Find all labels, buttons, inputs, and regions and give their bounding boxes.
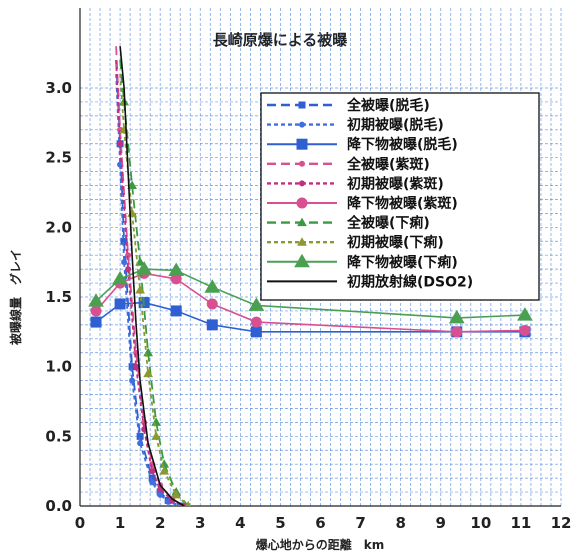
x-tick-label: 12 [551, 514, 572, 532]
legend-entry: 初期被曝(紫斑) [267, 175, 444, 192]
x-tick-label: 4 [235, 514, 245, 532]
data-point [114, 298, 126, 310]
series-8 [88, 261, 533, 324]
data-point [133, 363, 140, 370]
data-point [451, 326, 463, 338]
y-axis-label: 被曝線量 グレイ [8, 249, 23, 345]
legend-entry: 初期放射線(DSO2) [267, 273, 473, 290]
legend-marker [296, 197, 308, 209]
data-point [121, 259, 128, 266]
axes [79, 8, 561, 507]
y-tick-label: 2.0 [45, 218, 72, 236]
series-9 [119, 46, 185, 506]
legend-entry: 初期被曝(脱毛) [267, 117, 444, 134]
series-line [119, 46, 185, 506]
legend-entry: 降下物被曝(下痢) [267, 254, 458, 271]
legend-entry: 全被曝(紫斑) [267, 156, 430, 173]
legend-marker [297, 237, 307, 246]
legend-marker [299, 160, 305, 167]
x-tick-label: 8 [395, 514, 405, 532]
data-point [448, 309, 465, 324]
legend-marker [299, 180, 305, 187]
data-point [206, 298, 218, 310]
data-point [137, 440, 144, 447]
y-tick-label: 3.0 [45, 79, 72, 97]
legend-label: 全被曝(紫斑) [346, 156, 430, 173]
data-point [250, 316, 262, 328]
data-point [157, 491, 164, 498]
y-tick-labels: 0.0 0.5 1.0 1.5 2.0 2.5 3.0 [45, 79, 72, 515]
series-line [119, 60, 189, 506]
x-tick-label: 5 [275, 514, 285, 532]
data-point [143, 368, 154, 378]
y-tick-label: 1.5 [45, 288, 72, 306]
x-tick-labels: 0 1 2 3 4 5 6 7 8 9 10 11 12 [75, 514, 572, 532]
data-point [151, 431, 162, 440]
legend-entry: 全被曝(脱毛) [267, 97, 430, 114]
series-line [115, 60, 185, 506]
y-tick-label: 1.0 [45, 358, 72, 376]
x-tick-label: 10 [470, 514, 491, 532]
series-lines [88, 46, 533, 506]
data-point [185, 500, 192, 506]
y-tick-label: 2.5 [45, 149, 72, 167]
legend-entry: 初期被曝(下痢) [267, 234, 444, 251]
x-tick-label: 9 [436, 514, 446, 532]
data-point [136, 261, 153, 275]
y-tick-label: 0.5 [45, 427, 72, 445]
data-point [90, 305, 102, 317]
x-tick-label: 11 [510, 514, 531, 532]
legend-marker [296, 138, 308, 150]
data-point [170, 305, 182, 317]
data-point [88, 293, 104, 307]
x-tick-label: 1 [115, 514, 125, 532]
legend-label: 初期被曝(紫斑) [347, 175, 444, 192]
legend-marker [299, 121, 305, 128]
legend-marker [297, 217, 307, 227]
data-point [135, 285, 145, 294]
data-point [248, 297, 265, 311]
chart-title: 長崎原爆による被曝 [213, 31, 348, 49]
data-point [168, 262, 185, 277]
legend-entry: 降下物被曝(脱毛) [267, 136, 458, 153]
legend-marker [294, 253, 310, 268]
data-point [149, 468, 156, 475]
data-point [125, 266, 132, 273]
data-point [206, 319, 218, 331]
legend-marker [298, 101, 306, 109]
legend-label: 初期被曝(脱毛) [347, 117, 444, 134]
x-tick-label: 6 [315, 514, 325, 532]
legend-label: 降下物被曝(下痢) [347, 254, 458, 271]
legend-label: 全被曝(下痢) [346, 215, 430, 232]
legend-entry: 降下物被曝(紫斑) [267, 195, 458, 212]
legend-label: 初期放射線(DSO2) [347, 273, 473, 290]
data-point [90, 316, 102, 328]
data-point [112, 270, 128, 285]
data-point [171, 489, 182, 499]
data-point [519, 324, 531, 336]
series-line [115, 60, 181, 506]
legend: 全被曝(脱毛) 初期被曝(脱毛) 降下物被曝(脱毛) 全被曝(紫斑) 初期被曝(紫斑) 降… [260, 92, 540, 301]
data-point [517, 307, 533, 321]
legend-entry: 全被曝(下痢) [267, 215, 430, 232]
x-tick-label: 2 [155, 514, 165, 532]
data-point [117, 140, 124, 147]
legend-label: 初期被曝(下痢) [347, 234, 444, 251]
data-point [149, 479, 156, 486]
x-axis-label: 爆心地からの距離 km [256, 537, 385, 552]
data-point [157, 486, 164, 493]
x-tick-label: 3 [195, 514, 205, 532]
data-point [250, 326, 262, 338]
legend-label: 全被曝(脱毛) [346, 97, 430, 114]
legend-label: 降下物被曝(紫斑) [347, 195, 458, 212]
y-tick-label: 0.0 [45, 497, 72, 515]
data-point [204, 279, 221, 293]
data-point [129, 377, 136, 384]
legend-label: 降下物被曝(脱毛) [347, 136, 458, 153]
series-line [95, 268, 525, 319]
data-point [159, 466, 170, 475]
x-tick-label: 0 [75, 514, 85, 532]
x-tick-label: 7 [355, 514, 365, 532]
